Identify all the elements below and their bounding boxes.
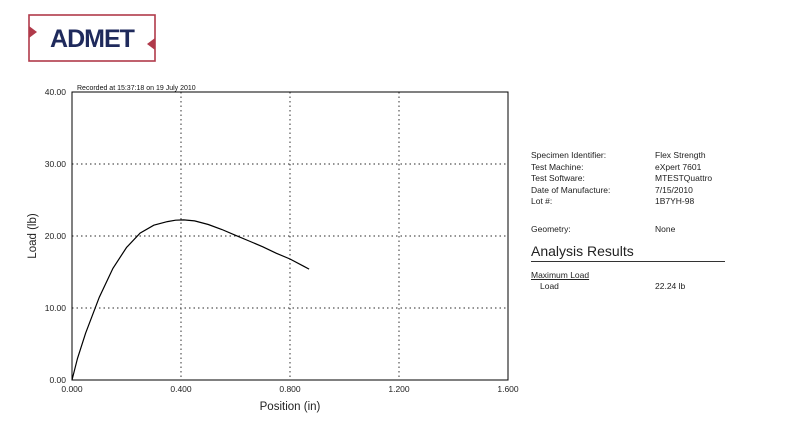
analysis-label: Load <box>540 281 559 291</box>
info-value: Flex Strength <box>655 150 706 160</box>
info-row-test-software: Test Software: MTESTQuattro <box>531 173 731 185</box>
info-label: Geometry: <box>531 223 571 234</box>
info-row-test-machine: Test Machine: eXpert 7601 <box>531 162 731 174</box>
info-row-geometry: Geometry: None <box>531 224 731 236</box>
info-value: None <box>655 223 676 234</box>
x-tick-label: 0.000 <box>61 384 83 394</box>
x-tick-label: 0.800 <box>279 384 301 394</box>
info-value: eXpert 7601 <box>655 161 702 172</box>
y-axis-label: Load (lb) <box>27 213 39 259</box>
x-tick-labels: 0.000 0.400 0.800 1.200 1.600 <box>61 384 519 394</box>
info-label: Date of Manufacture: <box>531 184 611 195</box>
plot-frame <box>71 91 509 381</box>
info-row-lot-number: Lot #: 1B7YH-98 <box>531 196 731 208</box>
analysis-row-load: Load 22.24 lb <box>531 281 731 293</box>
spacer <box>531 208 731 224</box>
analysis-results-title: Analysis Results <box>531 243 725 262</box>
x-axis-label: Position (in) <box>260 401 321 413</box>
y-tick-label: 40.00 <box>45 87 67 97</box>
specimen-info-panel: Specimen Identifier: Flex Strength Test … <box>531 150 731 293</box>
admet-logo: ADMET <box>28 14 156 62</box>
info-label: Lot #: <box>531 196 553 206</box>
y-tick-label: 10.00 <box>45 303 67 313</box>
info-label: Test Software: <box>531 173 585 183</box>
y-tick-labels: 0.00 10.00 20.00 30.00 40.00 <box>45 87 67 385</box>
x-tick-label: 1.600 <box>497 384 519 394</box>
grid-lines <box>72 92 508 380</box>
info-label: Specimen Identifier: <box>531 150 607 160</box>
analysis-value: 22.24 lb <box>655 281 686 291</box>
info-value: 7/15/2010 <box>655 184 693 195</box>
recorded-annotation: Recorded at 15:37:18 on 19 July 2010 <box>77 85 196 92</box>
info-value: MTESTQuattro <box>655 173 713 183</box>
x-tick-label: 0.400 <box>170 384 192 394</box>
logo-text: ADMET <box>50 25 135 53</box>
info-value: 1B7YH-98 <box>655 196 695 206</box>
info-label: Test Machine: <box>531 161 584 172</box>
maximum-load-subheading: Maximum Load <box>531 270 590 280</box>
y-tick-label: 0.00 <box>49 375 66 385</box>
y-tick-label: 30.00 <box>45 159 67 169</box>
info-row-specimen-identifier: Specimen Identifier: Flex Strength <box>531 150 731 162</box>
load-curve <box>71 219 310 381</box>
y-tick-label: 20.00 <box>45 231 67 241</box>
info-row-date-of-manufacture: Date of Manufacture: 7/15/2010 <box>531 185 731 197</box>
x-tick-label: 1.200 <box>388 384 410 394</box>
